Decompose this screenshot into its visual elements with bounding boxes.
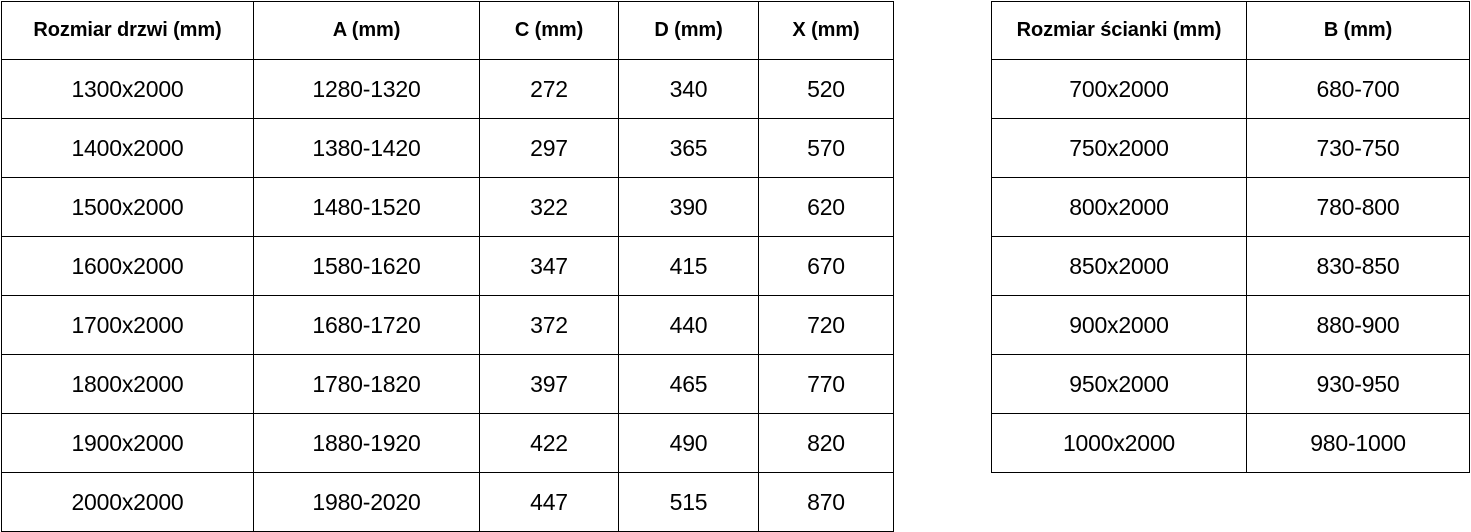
column-header-x: X (mm) [758, 1, 894, 60]
column-header-a: A (mm) [253, 1, 480, 60]
cell-x: 820 [758, 413, 894, 473]
table-header-row: Rozmiar drzwi (mm) A (mm) C (mm) D (mm) … [1, 1, 894, 60]
cell-a: 1580-1620 [253, 236, 480, 296]
cell-door-size: 2000x2000 [1, 472, 254, 532]
cell-b: 780-800 [1246, 177, 1470, 237]
cell-x: 620 [758, 177, 894, 237]
cell-door-size: 1800x2000 [1, 354, 254, 414]
table-row: 800x2000 780-800 [991, 177, 1470, 237]
cell-door-size: 1600x2000 [1, 236, 254, 296]
cell-d: 515 [618, 472, 759, 532]
table-row: 1400x2000 1380-1420 297 365 570 [1, 118, 894, 178]
cell-c: 272 [479, 59, 619, 119]
table-row: 850x2000 830-850 [991, 236, 1470, 296]
cell-wall-size: 900x2000 [991, 295, 1247, 355]
cell-b: 980-1000 [1246, 413, 1470, 473]
cell-x: 670 [758, 236, 894, 296]
cell-door-size: 1400x2000 [1, 118, 254, 178]
cell-a: 1280-1320 [253, 59, 480, 119]
table-row: 2000x2000 1980-2020 447 515 870 [1, 472, 894, 532]
table-row: 1000x2000 980-1000 [991, 413, 1470, 473]
cell-wall-size: 950x2000 [991, 354, 1247, 414]
cell-a: 1980-2020 [253, 472, 480, 532]
cell-d: 465 [618, 354, 759, 414]
cell-a: 1680-1720 [253, 295, 480, 355]
cell-d: 440 [618, 295, 759, 355]
cell-c: 372 [479, 295, 619, 355]
cell-b: 830-850 [1246, 236, 1470, 296]
cell-wall-size: 700x2000 [991, 59, 1247, 119]
cell-wall-size: 800x2000 [991, 177, 1247, 237]
column-header-wall-size: Rozmiar ścianki (mm) [991, 1, 1247, 60]
cell-door-size: 1300x2000 [1, 59, 254, 119]
cell-b: 680-700 [1246, 59, 1470, 119]
table-row: 1600x2000 1580-1620 347 415 670 [1, 236, 894, 296]
column-header-door-size: Rozmiar drzwi (mm) [1, 1, 254, 60]
cell-c: 322 [479, 177, 619, 237]
table-row: 1700x2000 1680-1720 372 440 720 [1, 295, 894, 355]
cell-wall-size: 750x2000 [991, 118, 1247, 178]
cell-b: 930-950 [1246, 354, 1470, 414]
column-header-c: C (mm) [479, 1, 619, 60]
cell-x: 720 [758, 295, 894, 355]
table-row: 700x2000 680-700 [991, 59, 1470, 119]
cell-x: 520 [758, 59, 894, 119]
cell-a: 1380-1420 [253, 118, 480, 178]
cell-c: 397 [479, 354, 619, 414]
table-row: 1500x2000 1480-1520 322 390 620 [1, 177, 894, 237]
cell-a: 1780-1820 [253, 354, 480, 414]
cell-door-size: 1500x2000 [1, 177, 254, 237]
cell-a: 1480-1520 [253, 177, 480, 237]
column-header-d: D (mm) [618, 1, 759, 60]
cell-c: 297 [479, 118, 619, 178]
cell-x: 870 [758, 472, 894, 532]
column-header-b: B (mm) [1246, 1, 1470, 60]
table-row: 900x2000 880-900 [991, 295, 1470, 355]
cell-door-size: 1700x2000 [1, 295, 254, 355]
cell-x: 570 [758, 118, 894, 178]
cell-d: 340 [618, 59, 759, 119]
cell-b: 880-900 [1246, 295, 1470, 355]
table-row: 950x2000 930-950 [991, 354, 1470, 414]
cell-c: 422 [479, 413, 619, 473]
cell-d: 415 [618, 236, 759, 296]
cell-d: 490 [618, 413, 759, 473]
cell-door-size: 1900x2000 [1, 413, 254, 473]
cell-d: 365 [618, 118, 759, 178]
table-row: 1800x2000 1780-1820 397 465 770 [1, 354, 894, 414]
cell-b: 730-750 [1246, 118, 1470, 178]
wall-panel-size-table: Rozmiar ścianki (mm) B (mm) 700x2000 680… [991, 1, 1470, 473]
cell-wall-size: 850x2000 [991, 236, 1247, 296]
door-size-table: Rozmiar drzwi (mm) A (mm) C (mm) D (mm) … [1, 1, 894, 532]
cell-d: 390 [618, 177, 759, 237]
cell-x: 770 [758, 354, 894, 414]
table-header-row: Rozmiar ścianki (mm) B (mm) [991, 1, 1470, 60]
cell-c: 347 [479, 236, 619, 296]
table-row: 1300x2000 1280-1320 272 340 520 [1, 59, 894, 119]
table-row: 1900x2000 1880-1920 422 490 820 [1, 413, 894, 473]
table-row: 750x2000 730-750 [991, 118, 1470, 178]
cell-wall-size: 1000x2000 [991, 413, 1247, 473]
cell-a: 1880-1920 [253, 413, 480, 473]
